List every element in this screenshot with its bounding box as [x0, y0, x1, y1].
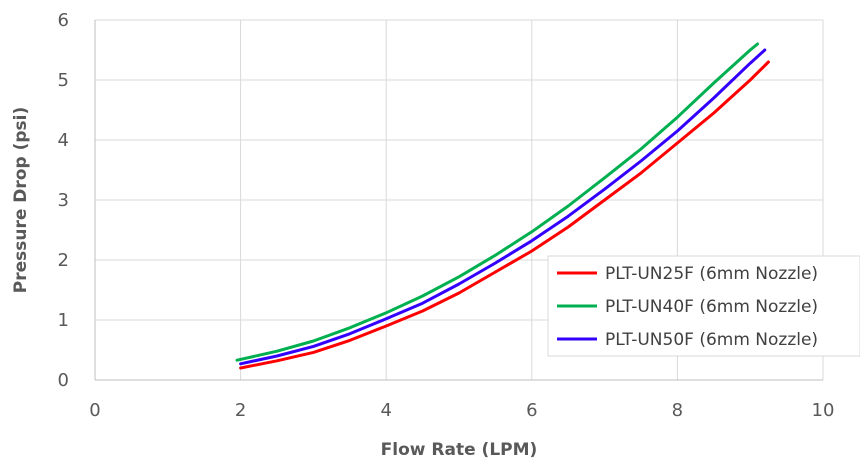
y-axis-title: Pressure Drop (psi) [11, 107, 31, 293]
legend-box [547, 255, 860, 357]
x-tick-label: 10 [812, 400, 835, 421]
grid [95, 19, 824, 380]
legend-item-un40f: PLT-UN40F (6mm Nozzle) [557, 297, 818, 317]
series-lines [235, 42, 770, 370]
x-tick-label: 0 [89, 400, 100, 421]
y-tick-label: 6 [58, 10, 69, 31]
y-tick-label: 2 [58, 250, 69, 271]
x-tick-label: 6 [526, 400, 537, 421]
legend-label-un50f: PLT-UN50F (6mm Nozzle) [605, 330, 818, 350]
series-line-un25f [239, 60, 770, 370]
legend-label-un25f: PLT-UN25F (6mm Nozzle) [605, 264, 818, 284]
legend: PLT-UN25F (6mm Nozzle) PLT-UN40F (6mm No… [547, 255, 860, 357]
x-tick-label: 2 [235, 400, 246, 421]
y-tick-label: 5 [58, 70, 69, 91]
y-tick-label: 3 [58, 190, 69, 211]
x-axis-title: Flow Rate (LPM) [381, 440, 538, 460]
y-tick-label: 1 [58, 310, 69, 331]
y-tick-label: 4 [58, 130, 69, 151]
legend-item-un25f: PLT-UN25F (6mm Nozzle) [557, 264, 818, 284]
y-tick-label: 0 [58, 370, 69, 391]
series-line-un50f [239, 48, 767, 366]
axes [94, 20, 823, 381]
legend-item-un50f: PLT-UN50F (6mm Nozzle) [557, 330, 818, 350]
x-tick-label: 8 [672, 400, 683, 421]
tick-labels: 0 2 4 6 8 10 0 1 2 3 4 5 6 [58, 10, 835, 421]
series-line-un40f [235, 42, 759, 362]
legend-label-un40f: PLT-UN40F (6mm Nozzle) [605, 297, 818, 317]
x-tick-label: 4 [380, 400, 391, 421]
